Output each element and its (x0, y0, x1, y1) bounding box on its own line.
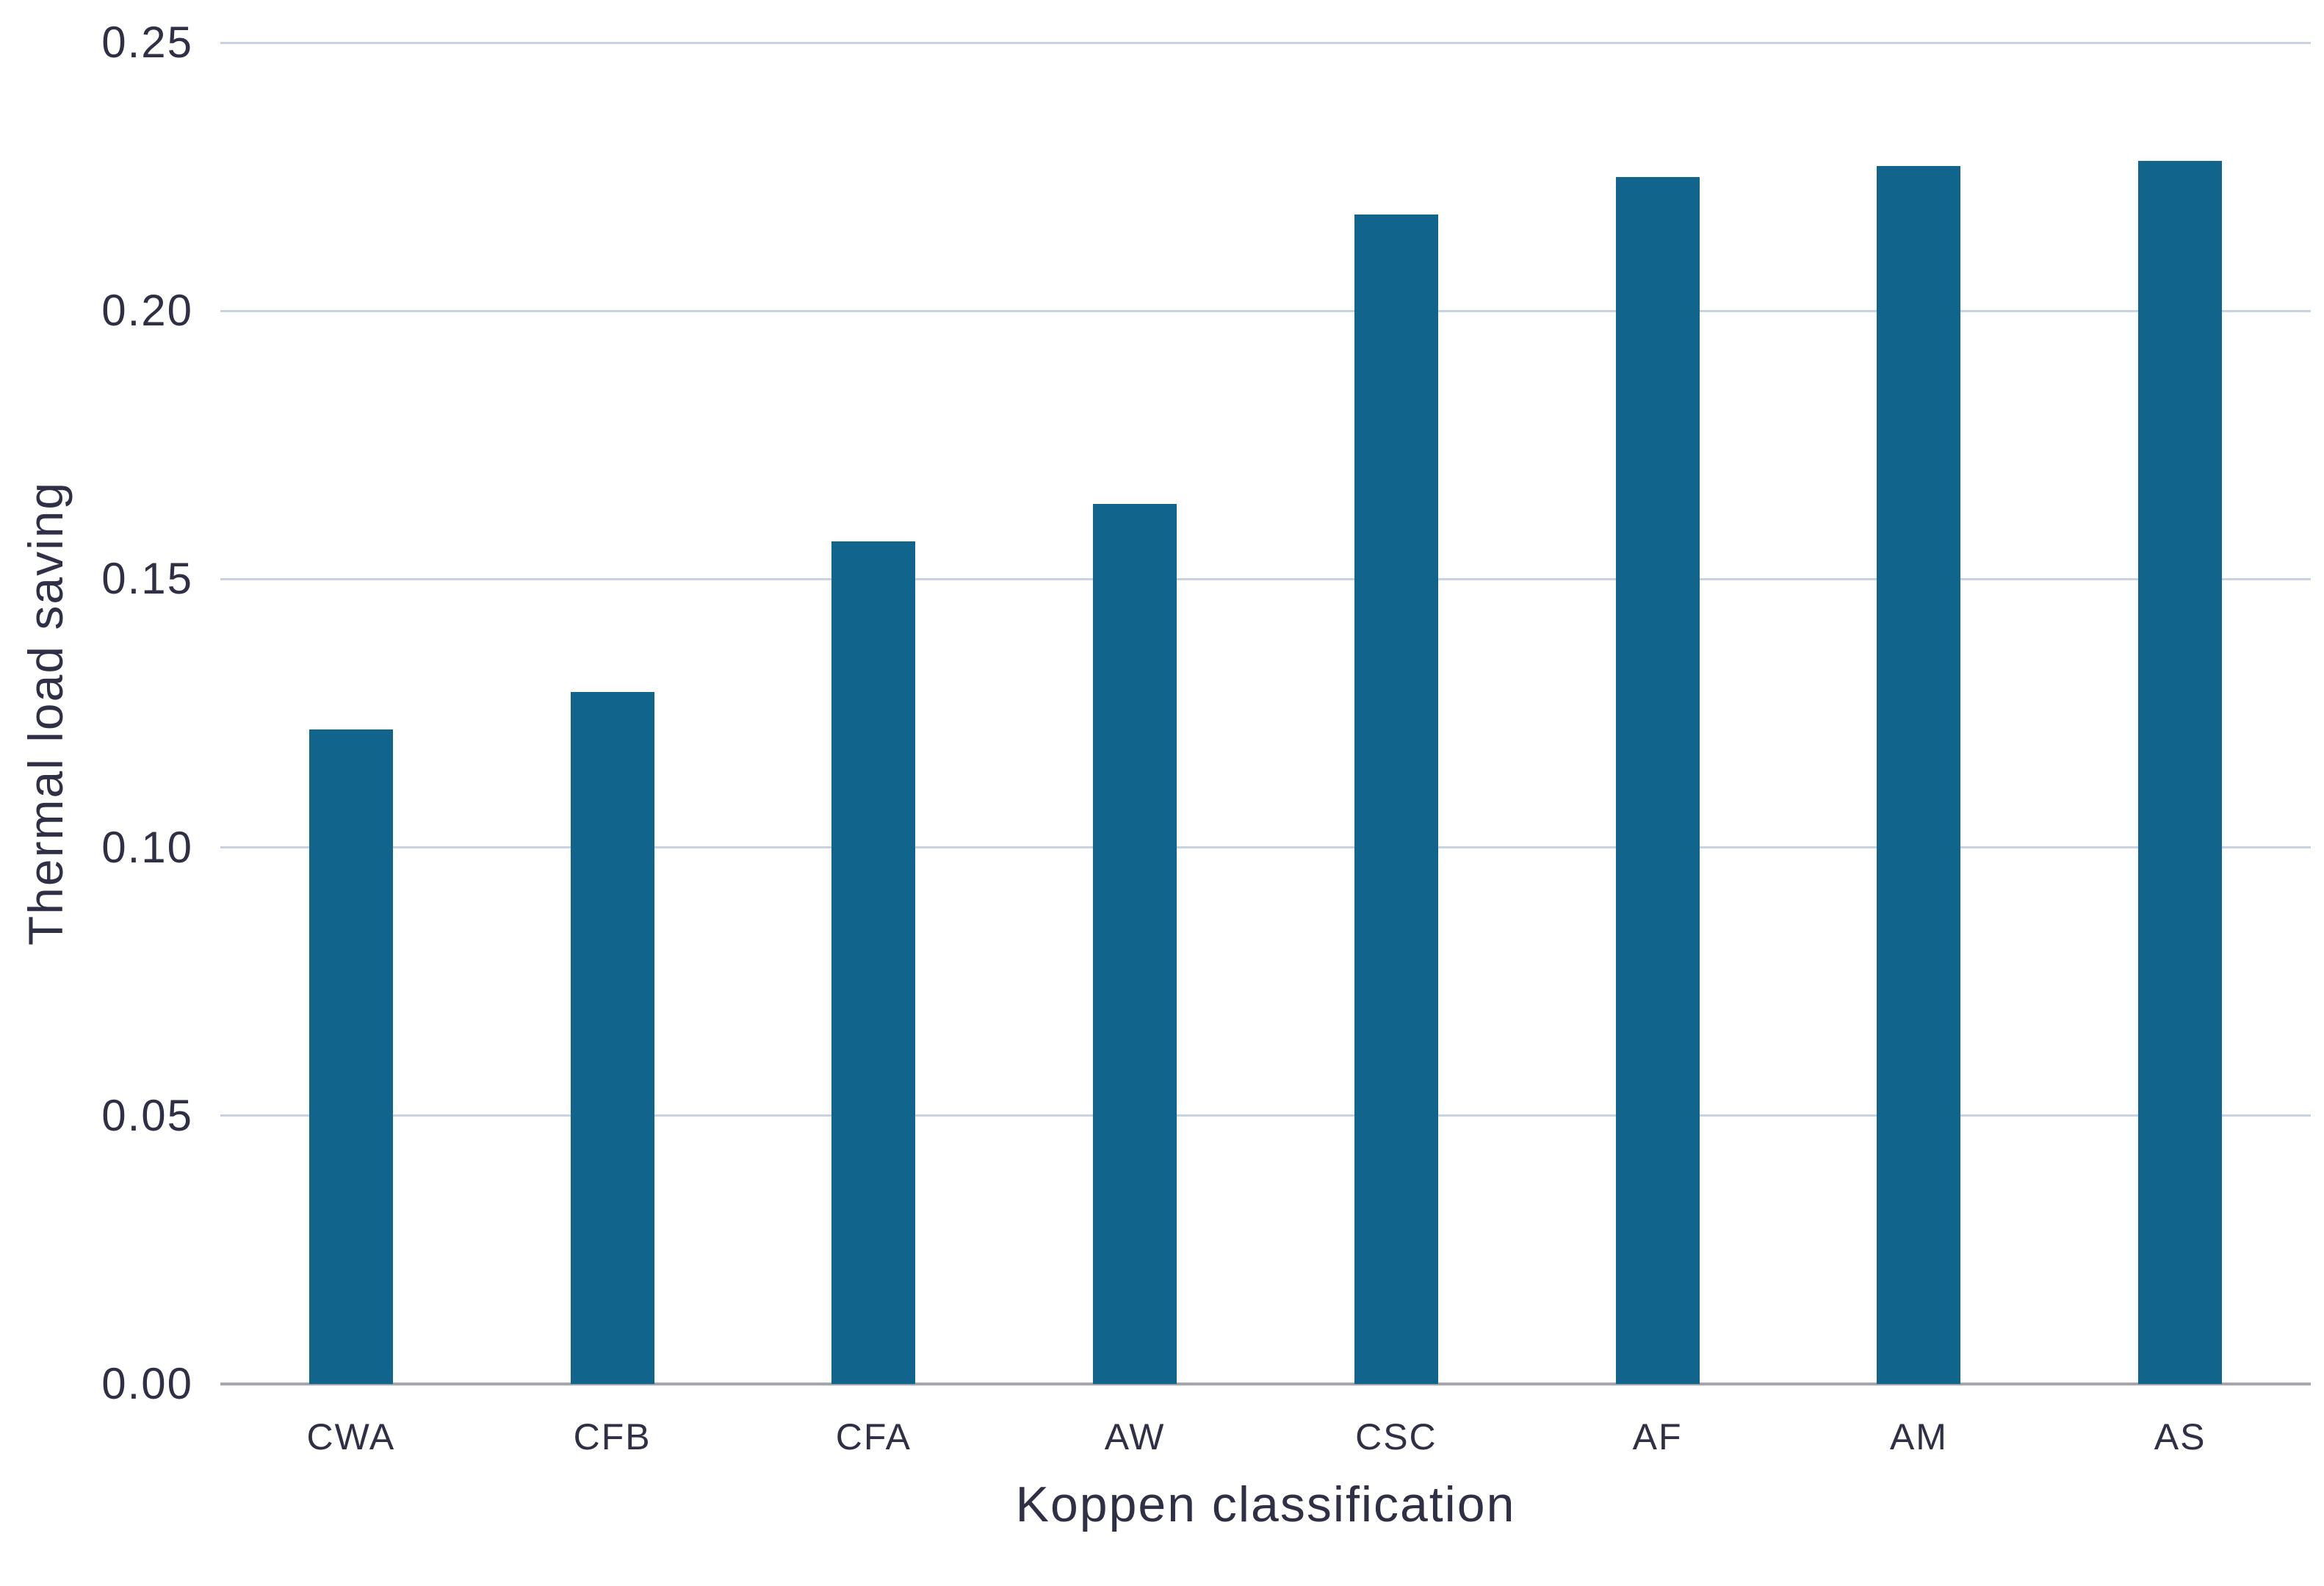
gridline (220, 846, 2311, 849)
y-tick-label: 0.20 (101, 286, 193, 336)
x-tick-label: CSC (1355, 1416, 1437, 1457)
gridline (220, 41, 2311, 44)
bar-cfb (570, 691, 654, 1384)
gridline (220, 1114, 2311, 1117)
x-tick-label: AM (1889, 1416, 1948, 1457)
y-tick-label: 0.10 (101, 822, 193, 872)
x-axis-label: Koppen classification (1015, 1477, 1516, 1532)
y-tick-label: 0.15 (101, 554, 193, 604)
y-tick-label: 0.00 (101, 1359, 193, 1408)
bar-cwa (308, 729, 393, 1384)
gridline (220, 309, 2311, 312)
bar-cfa (831, 541, 916, 1384)
x-tick-label: AS (2154, 1416, 2206, 1457)
y-tick-label: 0.25 (101, 18, 193, 67)
x-tick-label: AF (1632, 1416, 1683, 1457)
y-tick-label: 0.05 (101, 1090, 193, 1140)
bar-csc (1354, 214, 1438, 1384)
x-tick-label: CWA (306, 1416, 396, 1457)
x-axis-line (220, 1383, 2311, 1385)
x-tick-label: CFA (835, 1416, 912, 1457)
bar-aw (1093, 504, 1177, 1384)
y-axis-label: Thermal load saving (18, 480, 73, 946)
gridline (220, 577, 2311, 580)
bar-am (1877, 165, 1961, 1384)
x-tick-label: CFB (573, 1416, 652, 1457)
bar-as (2138, 160, 2223, 1384)
bar-af (1615, 176, 1700, 1384)
x-tick-label: AW (1104, 1416, 1166, 1457)
